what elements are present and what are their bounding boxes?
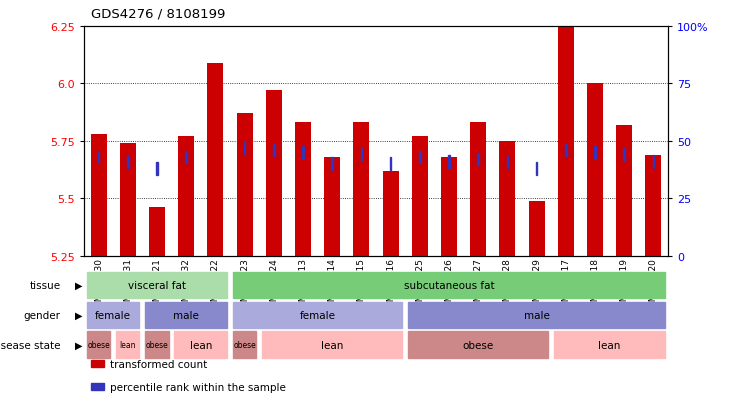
Text: visceral fat: visceral fat	[128, 280, 186, 290]
Bar	[156, 163, 158, 175]
Text: GDS4276 / 8108199: GDS4276 / 8108199	[91, 8, 226, 21]
Text: lean: lean	[120, 340, 136, 349]
Text: male: male	[173, 310, 199, 320]
Text: lean: lean	[321, 340, 343, 350]
Bar	[302, 147, 304, 159]
Bar	[178, 137, 194, 256]
Bar	[127, 156, 128, 169]
Bar	[477, 154, 479, 166]
Bar	[419, 151, 420, 164]
Bar	[594, 147, 596, 159]
Bar	[529, 201, 545, 256]
Text: male: male	[523, 310, 550, 320]
Bar	[558, 27, 574, 256]
Bar	[383, 171, 399, 256]
Text: obese: obese	[233, 340, 256, 349]
Text: disease state: disease state	[0, 340, 61, 350]
Bar	[244, 142, 245, 154]
Bar	[441, 157, 457, 256]
Bar	[98, 151, 99, 164]
Bar	[616, 126, 632, 256]
Bar	[587, 84, 603, 256]
Text: transformed count: transformed count	[110, 359, 207, 369]
Text: percentile rank within the sample: percentile rank within the sample	[110, 382, 286, 392]
Bar	[565, 144, 566, 157]
Bar	[91, 135, 107, 256]
Bar	[295, 123, 311, 256]
Text: obese: obese	[145, 340, 169, 349]
Bar	[331, 158, 333, 171]
Bar	[470, 123, 486, 256]
Bar	[390, 158, 391, 171]
Bar	[623, 149, 625, 161]
Bar	[361, 149, 362, 161]
Text: subcutaneous fat: subcutaneous fat	[404, 280, 494, 290]
Text: tissue: tissue	[29, 280, 61, 290]
Text: ▶: ▶	[75, 280, 82, 290]
Bar	[324, 157, 340, 256]
Bar	[120, 144, 136, 256]
Bar	[207, 64, 223, 256]
Text: lean: lean	[599, 340, 620, 350]
Text: obese: obese	[463, 340, 493, 350]
Text: ▶: ▶	[75, 340, 82, 350]
Bar	[237, 114, 253, 256]
Bar	[448, 156, 450, 169]
Bar	[149, 208, 165, 256]
Text: obese: obese	[87, 340, 110, 349]
Bar	[499, 142, 515, 256]
Bar	[653, 156, 654, 169]
Text: female: female	[95, 310, 131, 320]
Bar	[412, 137, 428, 256]
Bar	[507, 156, 508, 169]
Text: ▶: ▶	[75, 310, 82, 320]
Text: lean: lean	[190, 340, 212, 350]
Bar	[353, 123, 369, 256]
Text: female: female	[299, 310, 336, 320]
Bar	[185, 151, 187, 164]
Bar	[266, 91, 282, 256]
Bar	[645, 155, 661, 256]
Text: gender: gender	[23, 310, 61, 320]
Bar	[536, 163, 537, 175]
Bar	[273, 144, 274, 157]
